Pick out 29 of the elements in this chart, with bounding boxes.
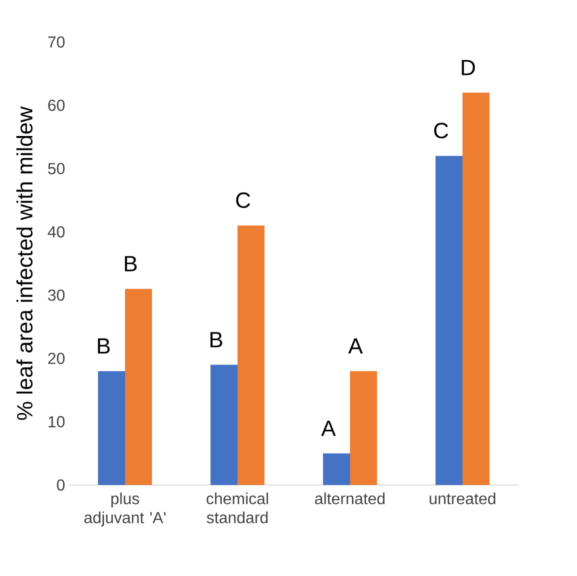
- data-label: C: [434, 122, 448, 138]
- bar: [350, 371, 378, 485]
- data-label: A: [348, 338, 363, 354]
- data-label: A: [321, 420, 336, 436]
- data-label: D: [462, 60, 475, 76]
- y-tick-label: 20: [48, 352, 65, 364]
- x-tick-label: alternated: [315, 492, 385, 504]
- x-tick-label: untreated: [430, 492, 496, 504]
- y-tick-label: 50: [48, 162, 65, 174]
- x-tick-label: plus adjuvant 'A': [84, 492, 166, 526]
- x-tick-label: chemical standard: [206, 492, 268, 524]
- y-tick-label: 60: [48, 100, 65, 111]
- data-label: C: [236, 192, 250, 208]
- bar: [436, 156, 463, 485]
- y-axis-title: % leaf area infected with mildew: [16, 106, 33, 420]
- data-label: B: [98, 338, 110, 354]
- bar: [238, 226, 265, 485]
- bar: [323, 453, 350, 485]
- y-tick-label: 70: [48, 36, 65, 48]
- y-tick-label: 40: [48, 226, 65, 238]
- bar: [210, 364, 238, 485]
- y-tick-label: 30: [48, 289, 65, 301]
- y-tick-label: 0: [56, 479, 65, 491]
- y-tick-label: 10: [48, 416, 65, 428]
- data-label: B: [124, 256, 137, 272]
- bar: [462, 92, 490, 485]
- data-label: B: [210, 332, 222, 348]
- bar: [98, 371, 126, 485]
- bar: [125, 288, 152, 485]
